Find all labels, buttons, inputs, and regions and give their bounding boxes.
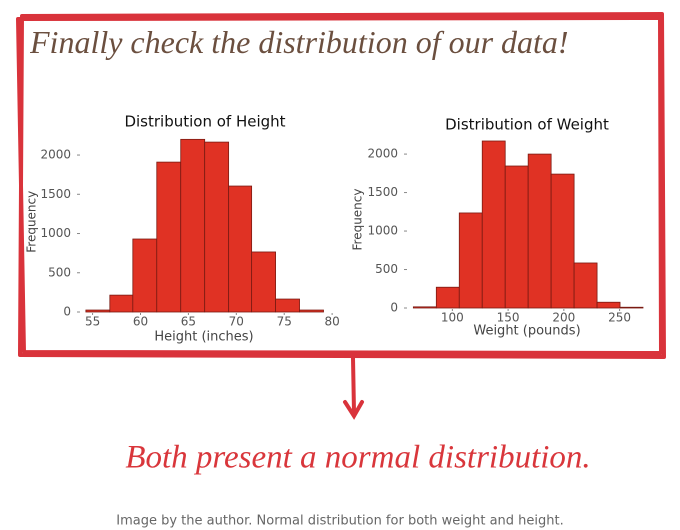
bar [550, 173, 575, 309]
chart-title: Distribution of Height [124, 113, 285, 131]
x-tick-label: 75 [277, 315, 292, 329]
x-axis-label: Height (inches) [154, 330, 253, 345]
x-tick-label: 150 [497, 311, 520, 325]
y-axis-label: Frequency [351, 189, 365, 251]
conclusion: Both present a normal distribution. [125, 440, 590, 476]
frame [16, 12, 666, 359]
bar [481, 140, 506, 309]
bar [228, 185, 253, 313]
bar [527, 153, 552, 309]
y-tick-label: 1000 [367, 224, 398, 238]
x-axis-label: Weight (pounds) [473, 324, 580, 339]
x-tick-label: 100 [441, 311, 464, 325]
x-tick-label: 80 [324, 315, 339, 329]
bar [204, 141, 230, 313]
bar [299, 309, 324, 313]
bar [504, 165, 529, 309]
chart-title: Distribution of Weight [445, 116, 609, 134]
bar [156, 161, 182, 313]
bar [596, 301, 621, 309]
y-tick-label: 0 [390, 301, 398, 315]
bar [435, 286, 460, 309]
heading-box: Finally check the distribution of our da… [30, 24, 569, 60]
x-tick-label: 55 [85, 315, 100, 329]
y-tick-label: 1500 [367, 185, 398, 199]
heading: Finally check the distribution of our da… [30, 24, 569, 60]
x-tick-label: 70 [229, 315, 244, 329]
bar [573, 262, 598, 309]
bar [619, 306, 644, 309]
x-tick-label: 60 [133, 315, 148, 329]
y-tick-label: 1500 [40, 187, 71, 201]
y-axis-label: Frequency [25, 191, 39, 253]
y-tick-label: 500 [48, 265, 71, 279]
bar [180, 138, 206, 313]
arrow [343, 356, 364, 420]
y-tick-label: 500 [375, 262, 398, 276]
x-tick-label: 250 [608, 311, 631, 325]
x-tick-label: 65 [181, 315, 196, 329]
y-tick-label: 1000 [40, 226, 71, 240]
x-tick-label: 200 [552, 311, 575, 325]
y-tick-label: 2000 [367, 147, 398, 161]
y-tick-label: 2000 [40, 148, 71, 162]
bar [251, 251, 276, 313]
bar [412, 306, 437, 309]
bar [109, 294, 134, 313]
bar [458, 212, 483, 309]
bar [132, 238, 158, 313]
bar [275, 298, 300, 313]
bar [85, 309, 111, 313]
caption: Image by the author. Normal distribution… [116, 514, 564, 529]
y-tick-label: 0 [63, 305, 71, 319]
